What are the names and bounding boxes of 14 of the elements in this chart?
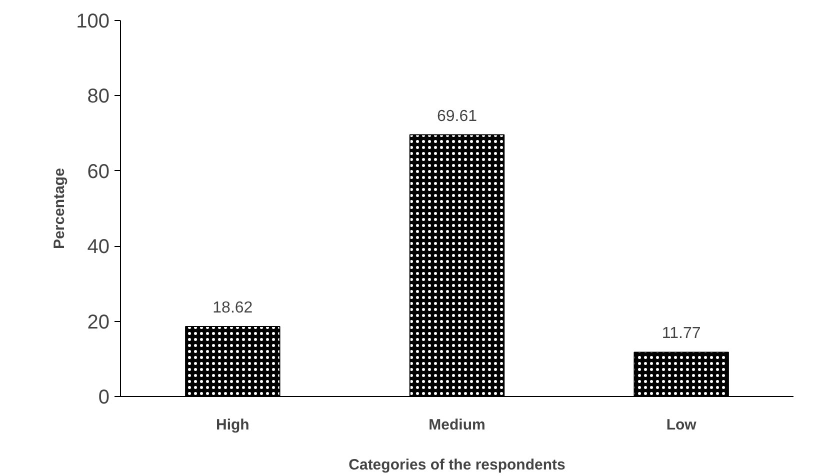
y-tick-label: 60 xyxy=(87,160,110,183)
y-tick-label: 20 xyxy=(87,311,110,334)
y-tick-label: 100 xyxy=(76,10,110,32)
y-axis-title: Percentage xyxy=(51,168,68,249)
data-label: 69.61 xyxy=(436,108,478,125)
x-tick-label: Medium xyxy=(428,416,486,434)
x-tick-label: High xyxy=(216,416,250,434)
data-label: 11.77 xyxy=(662,325,701,342)
x-axis-title: Categories of the respondents xyxy=(348,456,566,474)
x-tick-label: Low xyxy=(666,416,697,434)
y-tick-label: 80 xyxy=(87,86,110,108)
y-tick-label: 0 xyxy=(98,386,110,408)
data-label: 18.62 xyxy=(212,299,253,316)
y-tick-label: 40 xyxy=(87,236,110,258)
